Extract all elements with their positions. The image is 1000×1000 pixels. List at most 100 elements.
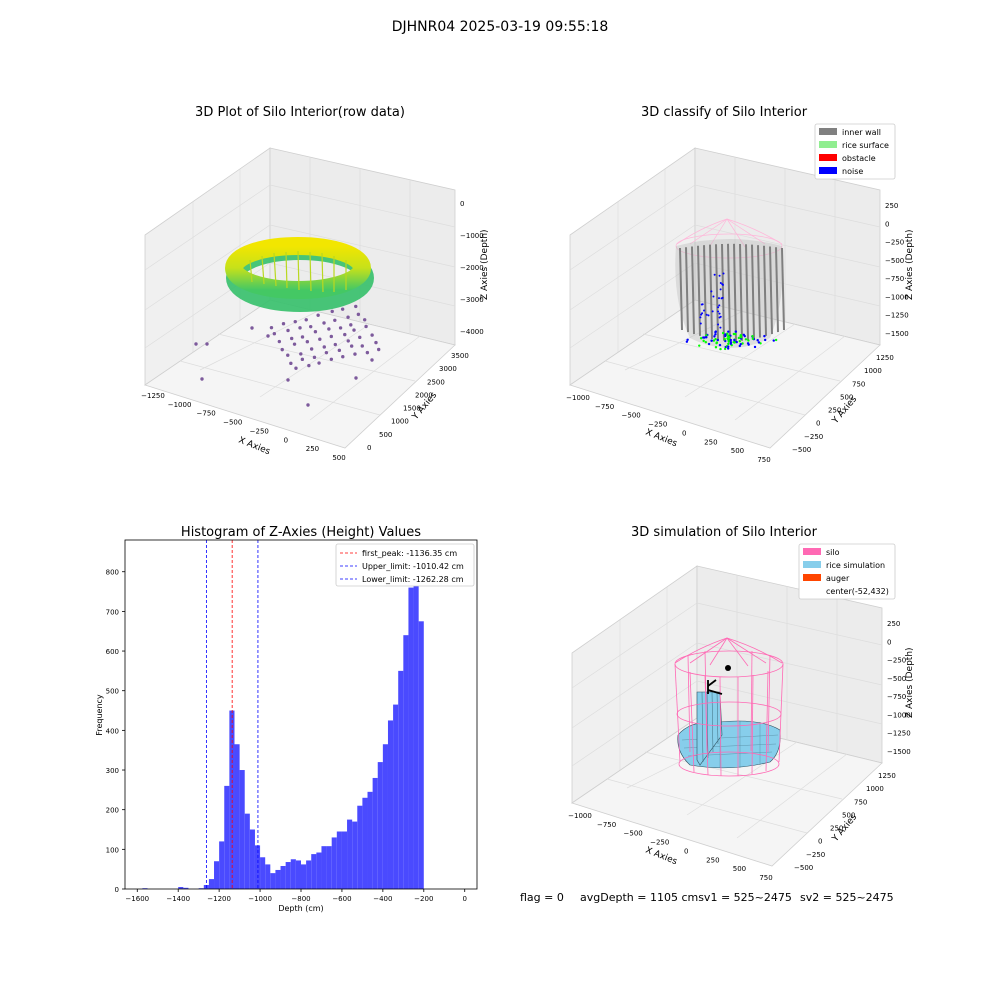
p4-xtick-label: −500 [624, 830, 643, 838]
p4-xlabel: X Axies [644, 846, 679, 868]
p2-zticks: 250 0 −250 −500 −750 −1000 −1250 −1500 [885, 202, 909, 338]
p4-xtick-label: 0 [684, 847, 688, 855]
p2-wall-stroke [679, 247, 683, 331]
p2-noise-point [718, 316, 721, 319]
p2-noise-point [705, 313, 708, 316]
p2-floor-pane [569, 299, 881, 449]
p2-point [747, 339, 750, 342]
legend-noise-swatch [819, 167, 837, 174]
p2-point [747, 343, 750, 346]
p2-wall-stroke [697, 245, 701, 336]
p2-point [744, 338, 748, 341]
p2-point [707, 342, 711, 346]
p2-point [751, 335, 754, 338]
p2-point [737, 336, 741, 340]
p2-wall-stroke [751, 244, 755, 339]
p2-point [685, 340, 689, 343]
p2-noise-point [721, 296, 724, 299]
footer-flag: flag = 0 [520, 891, 564, 904]
p1-point [349, 323, 353, 327]
hist-bar [301, 864, 307, 889]
p1-ztick-label: 0 [460, 200, 464, 208]
p2-point [702, 336, 705, 339]
p2-point [715, 341, 718, 345]
p1-zticks: 0 −1000 −2000 −3000 −4000 [460, 200, 484, 336]
p2-point [698, 344, 701, 347]
p2-point [742, 333, 746, 336]
p1-point [205, 342, 209, 346]
p2-wall-stroke [691, 246, 695, 335]
p2-point [728, 335, 731, 339]
p2-point [710, 339, 713, 342]
p2-wall-stroke [769, 246, 773, 335]
p4-ztick-label: −250 [887, 657, 906, 665]
p2-noise-point [700, 313, 703, 316]
p1-point [286, 328, 290, 333]
p2-wall-stroke [739, 243, 743, 341]
hist-ytick-label: 200 [106, 807, 119, 815]
p1-xtick-label: 500 [332, 454, 345, 462]
p1-xtick-label: −250 [250, 427, 269, 435]
p2-point [753, 345, 757, 349]
p1-point [352, 328, 356, 332]
p2-point [732, 332, 736, 336]
hist-bar [321, 846, 327, 889]
p1-point [338, 326, 343, 330]
p1-xtick-label: −500 [223, 419, 242, 427]
hist-bar [331, 837, 337, 889]
p1-point [322, 345, 326, 349]
hist-bar [326, 846, 332, 889]
p1-point [194, 342, 198, 346]
p2-ztick-label: −1000 [885, 293, 909, 301]
hist-ylabel: Frequency [95, 694, 104, 736]
p2-xtick-label: −500 [622, 412, 641, 420]
p2-noise-point [718, 274, 721, 277]
hist-bar [341, 831, 348, 889]
p1-point [370, 358, 374, 362]
p1-point [365, 350, 370, 355]
p4-legend: silo rice simulation auger center(-52,43… [798, 543, 896, 600]
p4-ytick-label: 250 [830, 825, 843, 833]
p1-point [304, 318, 308, 322]
legend-inner-wall: inner wall [842, 128, 881, 137]
panel-histogram: Histogram of Z-Axies (Height) Values −16… [95, 525, 478, 913]
p4-floor-pane [571, 717, 883, 867]
hist-bar [372, 777, 378, 889]
p2-xlabel: X Axies [644, 428, 679, 450]
p2-point [732, 341, 735, 344]
p4-xtick-label: 750 [759, 874, 772, 882]
p4-ztick-label: −1500 [887, 748, 911, 756]
legend-obstacle: obstacle [842, 154, 876, 163]
p2-noise-point [718, 312, 721, 315]
hist-xticks: −1600 −1400 −1200 −1000 −800 −600 −400 −200 0 [125, 889, 467, 903]
hist-xtick-label: −800 [291, 895, 310, 903]
p2-wall-stroke [775, 247, 779, 333]
p2-ztick-label: 0 [885, 220, 889, 228]
legend-silo: silo [826, 548, 840, 557]
p4-ytick-label: 0 [818, 838, 822, 846]
p4-ytick-label: 1000 [866, 785, 884, 793]
p2-ytick-label: 0 [816, 420, 820, 428]
p2-point [733, 338, 736, 342]
legend-rice-surface: rice surface [842, 141, 889, 150]
hist-axes-frame [124, 539, 478, 890]
hist-bar [239, 770, 245, 889]
legend-auger: auger [826, 574, 850, 583]
hist-xtick-label: −1000 [248, 895, 272, 903]
p1-point [277, 339, 282, 344]
hist-ytick-label: 100 [106, 846, 119, 854]
p4-ytick-label: −250 [806, 851, 825, 859]
p1-ytick-label: 1000 [391, 418, 409, 426]
hist-bar [347, 819, 353, 889]
p2-wall-stroke [727, 243, 731, 342]
p1-ring-upper [225, 237, 371, 299]
p1-point [307, 363, 311, 368]
p2-noise-point [717, 323, 720, 326]
p1-point [329, 357, 334, 361]
hist-bar [413, 559, 419, 889]
p1-ring-stripes [249, 250, 347, 293]
p2-point [723, 347, 727, 351]
p2-noise-point [710, 290, 713, 293]
p2-ytick-label: 1250 [876, 354, 894, 362]
p2-point [721, 331, 725, 335]
